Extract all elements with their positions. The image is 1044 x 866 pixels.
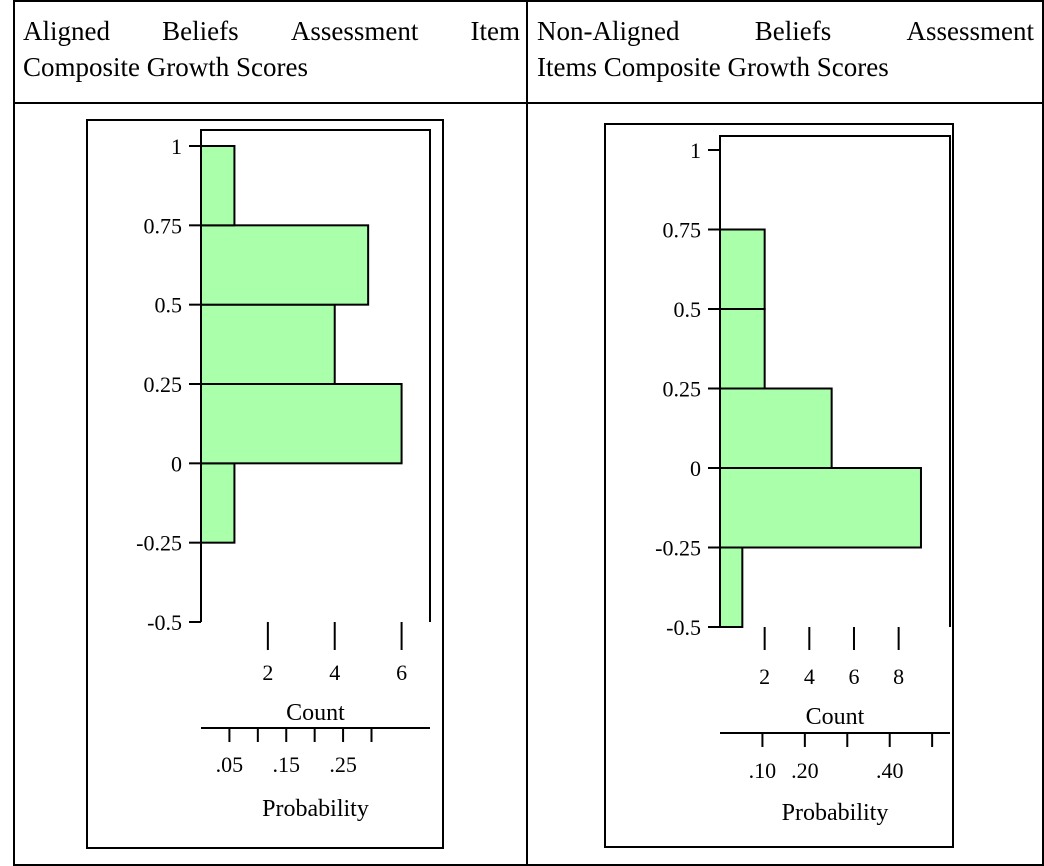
- chart-aligned: 1 0.75 0.5 0.25 0 -0.25 -0.5 2 4 6 Count .05 .15 .25 P…: [86, 119, 444, 849]
- header-word: Assessment: [290, 16, 419, 46]
- probability-tick-label: .20: [791, 758, 819, 783]
- probability-tick-label: .05: [216, 752, 244, 777]
- count-tick-label: 4: [804, 664, 815, 689]
- count-tick-label: 8: [893, 664, 904, 689]
- count-tick-label: 2: [262, 660, 273, 685]
- header-line2: Composite Growth Scores: [23, 52, 308, 82]
- header-word: Item: [470, 16, 520, 46]
- header-word: Assessment: [906, 16, 1035, 46]
- header-word: Beliefs: [754, 16, 832, 46]
- histogram-bar: [719, 467, 922, 549]
- y-tick-label: 1: [171, 134, 182, 159]
- probability-tick-label: .10: [749, 758, 777, 783]
- histogram-bar: [200, 224, 370, 306]
- y-tick-label: 0.25: [663, 377, 702, 402]
- header-word: Beliefs: [162, 16, 239, 46]
- y-tick-label: 0.5: [674, 297, 702, 322]
- count-axis-title: Count: [286, 700, 345, 726]
- histogram-bar: [200, 303, 336, 385]
- y-tick-label: 0.5: [155, 293, 183, 318]
- plot-box: [200, 129, 431, 622]
- y-tick-label: 0.75: [144, 213, 183, 238]
- y-tick-label: 0.75: [663, 218, 702, 243]
- probability-tick-label: .40: [876, 758, 904, 783]
- y-tick-label: -0.25: [655, 536, 701, 561]
- results-table: Aligned Beliefs Assessment Item Composit…: [13, 0, 1044, 866]
- plot-box: [719, 135, 951, 627]
- probability-tick-label: .15: [272, 752, 300, 777]
- histogram-bar: [200, 145, 236, 227]
- column-header-non-aligned: Non-Aligned Beliefs Assessment Items Com…: [537, 13, 1034, 85]
- count-tick-label: 4: [329, 660, 340, 685]
- y-tick-label: 1: [690, 138, 701, 163]
- y-tick-label: 0: [171, 451, 182, 476]
- histogram-bar: [719, 546, 744, 628]
- chart-frame: [86, 119, 444, 849]
- histogram-bar: [719, 228, 766, 310]
- probability-axis-title: Probability: [782, 800, 889, 826]
- count-tick-label: 2: [759, 664, 770, 689]
- chart-frame: [604, 123, 954, 848]
- histogram-bar: [719, 308, 766, 390]
- header-line2: Items Composite Growth Scores: [537, 52, 889, 82]
- probability-tick-label: .25: [329, 752, 357, 777]
- header-word: Non-Aligned: [537, 16, 680, 46]
- histogram-bar: [200, 383, 403, 465]
- header-word: Aligned: [23, 16, 110, 46]
- histogram-bar: [719, 387, 833, 469]
- count-tick-label: 6: [396, 660, 407, 685]
- chart-non-aligned: 1 0.75 0.5 0.25 0 -0.25 -0.5 2 4 6 8 Count .10 .20 .40…: [604, 123, 954, 848]
- count-axis-title: Count: [806, 704, 865, 730]
- y-tick-label: -0.5: [666, 615, 701, 640]
- y-tick-label: 0: [690, 456, 701, 481]
- count-tick-label: 6: [848, 664, 859, 689]
- y-tick-label: -0.25: [136, 531, 182, 556]
- column-header-aligned: Aligned Beliefs Assessment Item Composit…: [23, 13, 520, 85]
- histogram-bar: [200, 462, 236, 544]
- y-tick-label: 0.25: [144, 372, 183, 397]
- probability-axis-title: Probability: [262, 796, 369, 822]
- y-tick-label: -0.5: [147, 610, 182, 635]
